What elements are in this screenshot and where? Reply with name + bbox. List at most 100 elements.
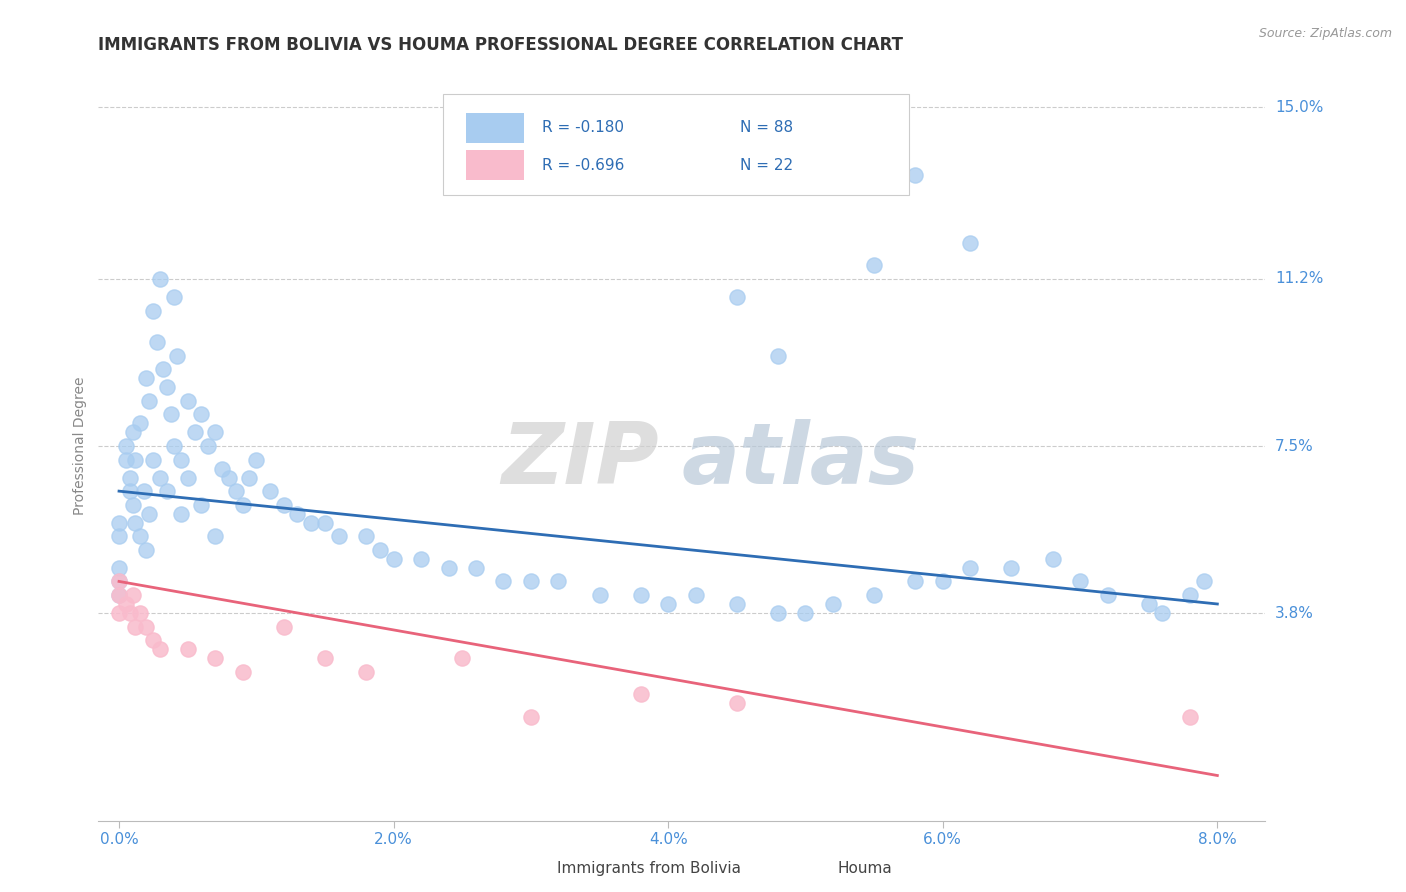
Point <box>204 651 226 665</box>
FancyBboxPatch shape <box>465 112 524 143</box>
Point <box>121 425 143 440</box>
Point <box>1178 588 1201 602</box>
Point <box>409 552 432 566</box>
Point <box>156 484 179 499</box>
Point <box>354 529 377 543</box>
Point <box>1152 606 1174 620</box>
Point <box>287 507 309 521</box>
Point <box>794 606 817 620</box>
Point <box>121 588 143 602</box>
Point <box>232 665 254 679</box>
Point <box>1000 561 1022 575</box>
Point <box>1042 552 1064 566</box>
Point <box>170 507 193 521</box>
Text: N = 88: N = 88 <box>741 120 793 135</box>
Point <box>863 259 886 273</box>
FancyBboxPatch shape <box>443 94 910 195</box>
Point <box>273 619 295 633</box>
Point <box>156 380 179 394</box>
Point <box>176 642 198 657</box>
Point <box>382 552 405 566</box>
Point <box>685 588 707 602</box>
Point <box>451 651 474 665</box>
Point <box>128 417 150 431</box>
Point <box>149 272 172 286</box>
Text: 15.0%: 15.0% <box>1275 100 1323 115</box>
Point <box>149 470 172 484</box>
Text: R = -0.180: R = -0.180 <box>541 120 624 135</box>
Point <box>437 561 460 575</box>
Point <box>128 529 150 543</box>
Y-axis label: Professional Degree: Professional Degree <box>73 376 87 516</box>
Point <box>115 597 138 611</box>
Point <box>1178 710 1201 724</box>
FancyBboxPatch shape <box>780 856 830 881</box>
Point <box>135 371 157 385</box>
Point <box>118 606 141 620</box>
Point <box>163 290 186 304</box>
Point <box>118 470 141 484</box>
Point <box>273 498 295 512</box>
Point <box>135 542 157 557</box>
Point <box>204 425 226 440</box>
Point <box>547 574 569 589</box>
Point <box>160 408 183 422</box>
Point <box>218 470 240 484</box>
Point <box>135 619 157 633</box>
Point <box>176 470 198 484</box>
Point <box>115 452 138 467</box>
Point <box>959 235 981 250</box>
Point <box>904 168 927 182</box>
Point <box>108 516 131 530</box>
Point <box>142 303 165 318</box>
Point <box>766 606 789 620</box>
Point <box>328 529 350 543</box>
Text: 3.8%: 3.8% <box>1275 606 1313 621</box>
Point <box>197 439 219 453</box>
Point <box>211 461 233 475</box>
Point <box>108 574 131 589</box>
Point <box>225 484 247 499</box>
Point <box>138 507 160 521</box>
Point <box>142 452 165 467</box>
Point <box>725 597 748 611</box>
Text: 11.2%: 11.2% <box>1275 271 1323 286</box>
Point <box>245 452 267 467</box>
Point <box>118 484 141 499</box>
Point <box>170 452 193 467</box>
Point <box>128 606 150 620</box>
Point <box>108 561 131 575</box>
Point <box>314 516 336 530</box>
Point <box>124 452 146 467</box>
Text: IMMIGRANTS FROM BOLIVIA VS HOUMA PROFESSIONAL DEGREE CORRELATION CHART: IMMIGRANTS FROM BOLIVIA VS HOUMA PROFESS… <box>98 36 904 54</box>
Point <box>520 710 543 724</box>
Point <box>299 516 322 530</box>
Point <box>657 597 679 611</box>
Point <box>108 606 131 620</box>
Point <box>725 290 748 304</box>
Text: ZIP: ZIP <box>501 419 658 502</box>
Point <box>176 393 198 408</box>
Point <box>314 651 336 665</box>
Point <box>232 498 254 512</box>
Point <box>166 349 188 363</box>
Point <box>152 362 174 376</box>
Point <box>1097 588 1119 602</box>
Point <box>190 498 212 512</box>
Point <box>190 408 212 422</box>
Point <box>904 574 927 589</box>
Point <box>465 561 488 575</box>
Point <box>132 484 155 499</box>
Point <box>204 529 226 543</box>
Point <box>1192 574 1215 589</box>
Point <box>932 574 955 589</box>
Point <box>725 696 748 710</box>
Point <box>821 597 844 611</box>
Point <box>163 439 186 453</box>
Point <box>124 619 146 633</box>
Point <box>138 393 160 408</box>
Point <box>108 529 131 543</box>
Point <box>108 588 131 602</box>
Point <box>863 588 886 602</box>
Text: Immigrants from Bolivia: Immigrants from Bolivia <box>557 862 741 876</box>
